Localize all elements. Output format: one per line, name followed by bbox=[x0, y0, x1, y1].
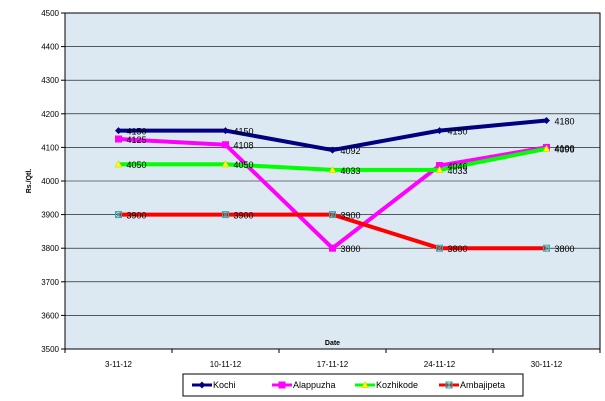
data-label-ambajipeta: 3900 bbox=[341, 211, 361, 221]
data-point-kochi bbox=[329, 146, 336, 154]
y-tick-label: 4100 bbox=[41, 143, 59, 152]
x-tick-label: 24-11-12 bbox=[424, 360, 456, 369]
data-point-kozhikode bbox=[114, 160, 123, 168]
data-point-kochi bbox=[436, 127, 443, 135]
legend-item-alappuzha: Alappuzha bbox=[272, 380, 336, 390]
legend-marker bbox=[445, 381, 453, 389]
data-label-alappuzha: 4046 bbox=[448, 162, 468, 172]
data-point-kozhikode bbox=[542, 144, 551, 152]
x-axis-title: Date bbox=[325, 340, 340, 347]
legend-item-kozhikode: Kozhikode bbox=[355, 380, 418, 390]
data-label-kozhikode: 4050 bbox=[234, 160, 254, 170]
x-tick-label: 3-11-12 bbox=[105, 360, 133, 369]
data-point-ambajipeta bbox=[436, 244, 443, 252]
legend: Kochi Alappuzha Kozhikode Ambajipeta bbox=[182, 373, 524, 397]
data-point-ambajipeta bbox=[115, 211, 122, 219]
x-tick-label: 10-11-12 bbox=[210, 360, 242, 369]
series-group bbox=[114, 117, 551, 252]
y-tick-label: 3600 bbox=[41, 311, 59, 320]
y-axis-ticks: 3500 3600 3700 3800 3900 4000 4100 4200 4300 4400… bbox=[41, 9, 65, 354]
legend-marker bbox=[361, 380, 369, 389]
data-label-ambajipeta: 3900 bbox=[234, 211, 254, 221]
y-tick-label: 3500 bbox=[41, 345, 59, 354]
data-point-kozhikode bbox=[435, 165, 444, 173]
y-tick-label: 4500 bbox=[41, 9, 59, 18]
y-tick-label: 3900 bbox=[41, 211, 59, 220]
y-tick-label: 4400 bbox=[41, 43, 59, 52]
legend-marker bbox=[278, 381, 286, 389]
data-label-kozhikode: 4096 bbox=[555, 145, 575, 155]
legend-item-kochi: Kochi bbox=[192, 380, 236, 390]
data-point-kozhikode bbox=[221, 160, 230, 168]
data-label-kochi: 4150 bbox=[234, 127, 254, 137]
data-label-alappuzha: 4125 bbox=[127, 135, 147, 145]
data-point-alappuzha bbox=[436, 162, 443, 170]
data-label-ambajipeta: 3800 bbox=[555, 244, 575, 254]
y-tick-label: 3700 bbox=[41, 278, 59, 287]
data-label-kochi: 4150 bbox=[448, 127, 468, 137]
data-label-kochi: 4092 bbox=[341, 146, 361, 156]
y-axis-title: Rs./Qtl. bbox=[26, 169, 33, 194]
x-tick-label: 30-11-12 bbox=[531, 360, 563, 369]
y-tick-label: 4200 bbox=[41, 110, 59, 119]
data-point-ambajipeta bbox=[329, 211, 336, 219]
data-point-ambajipeta bbox=[222, 211, 229, 219]
data-point-alappuzha bbox=[115, 135, 122, 143]
data-point-ambajipeta bbox=[543, 244, 550, 252]
y-tick-label: 4000 bbox=[41, 177, 59, 186]
data-point-kozhikode bbox=[328, 165, 337, 173]
data-point-kochi bbox=[543, 117, 550, 125]
legend-label: Kochi bbox=[213, 380, 236, 390]
data-label-ambajipeta: 3900 bbox=[127, 211, 147, 221]
data-label-kozhikode: 4050 bbox=[127, 160, 147, 170]
legend-label: Ambajipeta bbox=[460, 380, 505, 390]
data-point-alappuzha bbox=[222, 141, 229, 149]
data-labels: 4150 4150 4092 4150 4180 4125 4108 3800 4046 4100… bbox=[127, 117, 575, 255]
x-tick-label: 17-11-12 bbox=[317, 360, 349, 369]
data-label-alappuzha: 3800 bbox=[341, 244, 361, 254]
data-label-alappuzha: 4108 bbox=[234, 141, 254, 151]
data-point-kochi bbox=[115, 127, 122, 135]
data-point-kochi bbox=[222, 127, 229, 135]
data-label-kochi: 4180 bbox=[555, 117, 575, 127]
x-axis-ticks: 3-11-12 10-11-12 17-11-12 24-11-12 30-11-12 bbox=[64, 349, 601, 369]
legend-box bbox=[182, 373, 524, 397]
data-point-alappuzha bbox=[329, 244, 336, 252]
legend-label: Kozhikode bbox=[376, 380, 418, 390]
data-label-kochi: 4150 bbox=[127, 127, 147, 137]
data-label-alappuzha: 4100 bbox=[555, 143, 575, 153]
legend-item-ambajipeta: Ambajipeta bbox=[439, 380, 505, 390]
legend-label: Alappuzha bbox=[293, 380, 336, 390]
data-label-kozhikode: 4033 bbox=[448, 166, 468, 176]
data-label-ambajipeta: 3800 bbox=[448, 244, 468, 254]
y-tick-label: 3800 bbox=[41, 244, 59, 253]
y-tick-label: 4300 bbox=[41, 76, 59, 85]
data-label-kozhikode: 4033 bbox=[341, 166, 361, 176]
legend-marker bbox=[198, 381, 206, 389]
